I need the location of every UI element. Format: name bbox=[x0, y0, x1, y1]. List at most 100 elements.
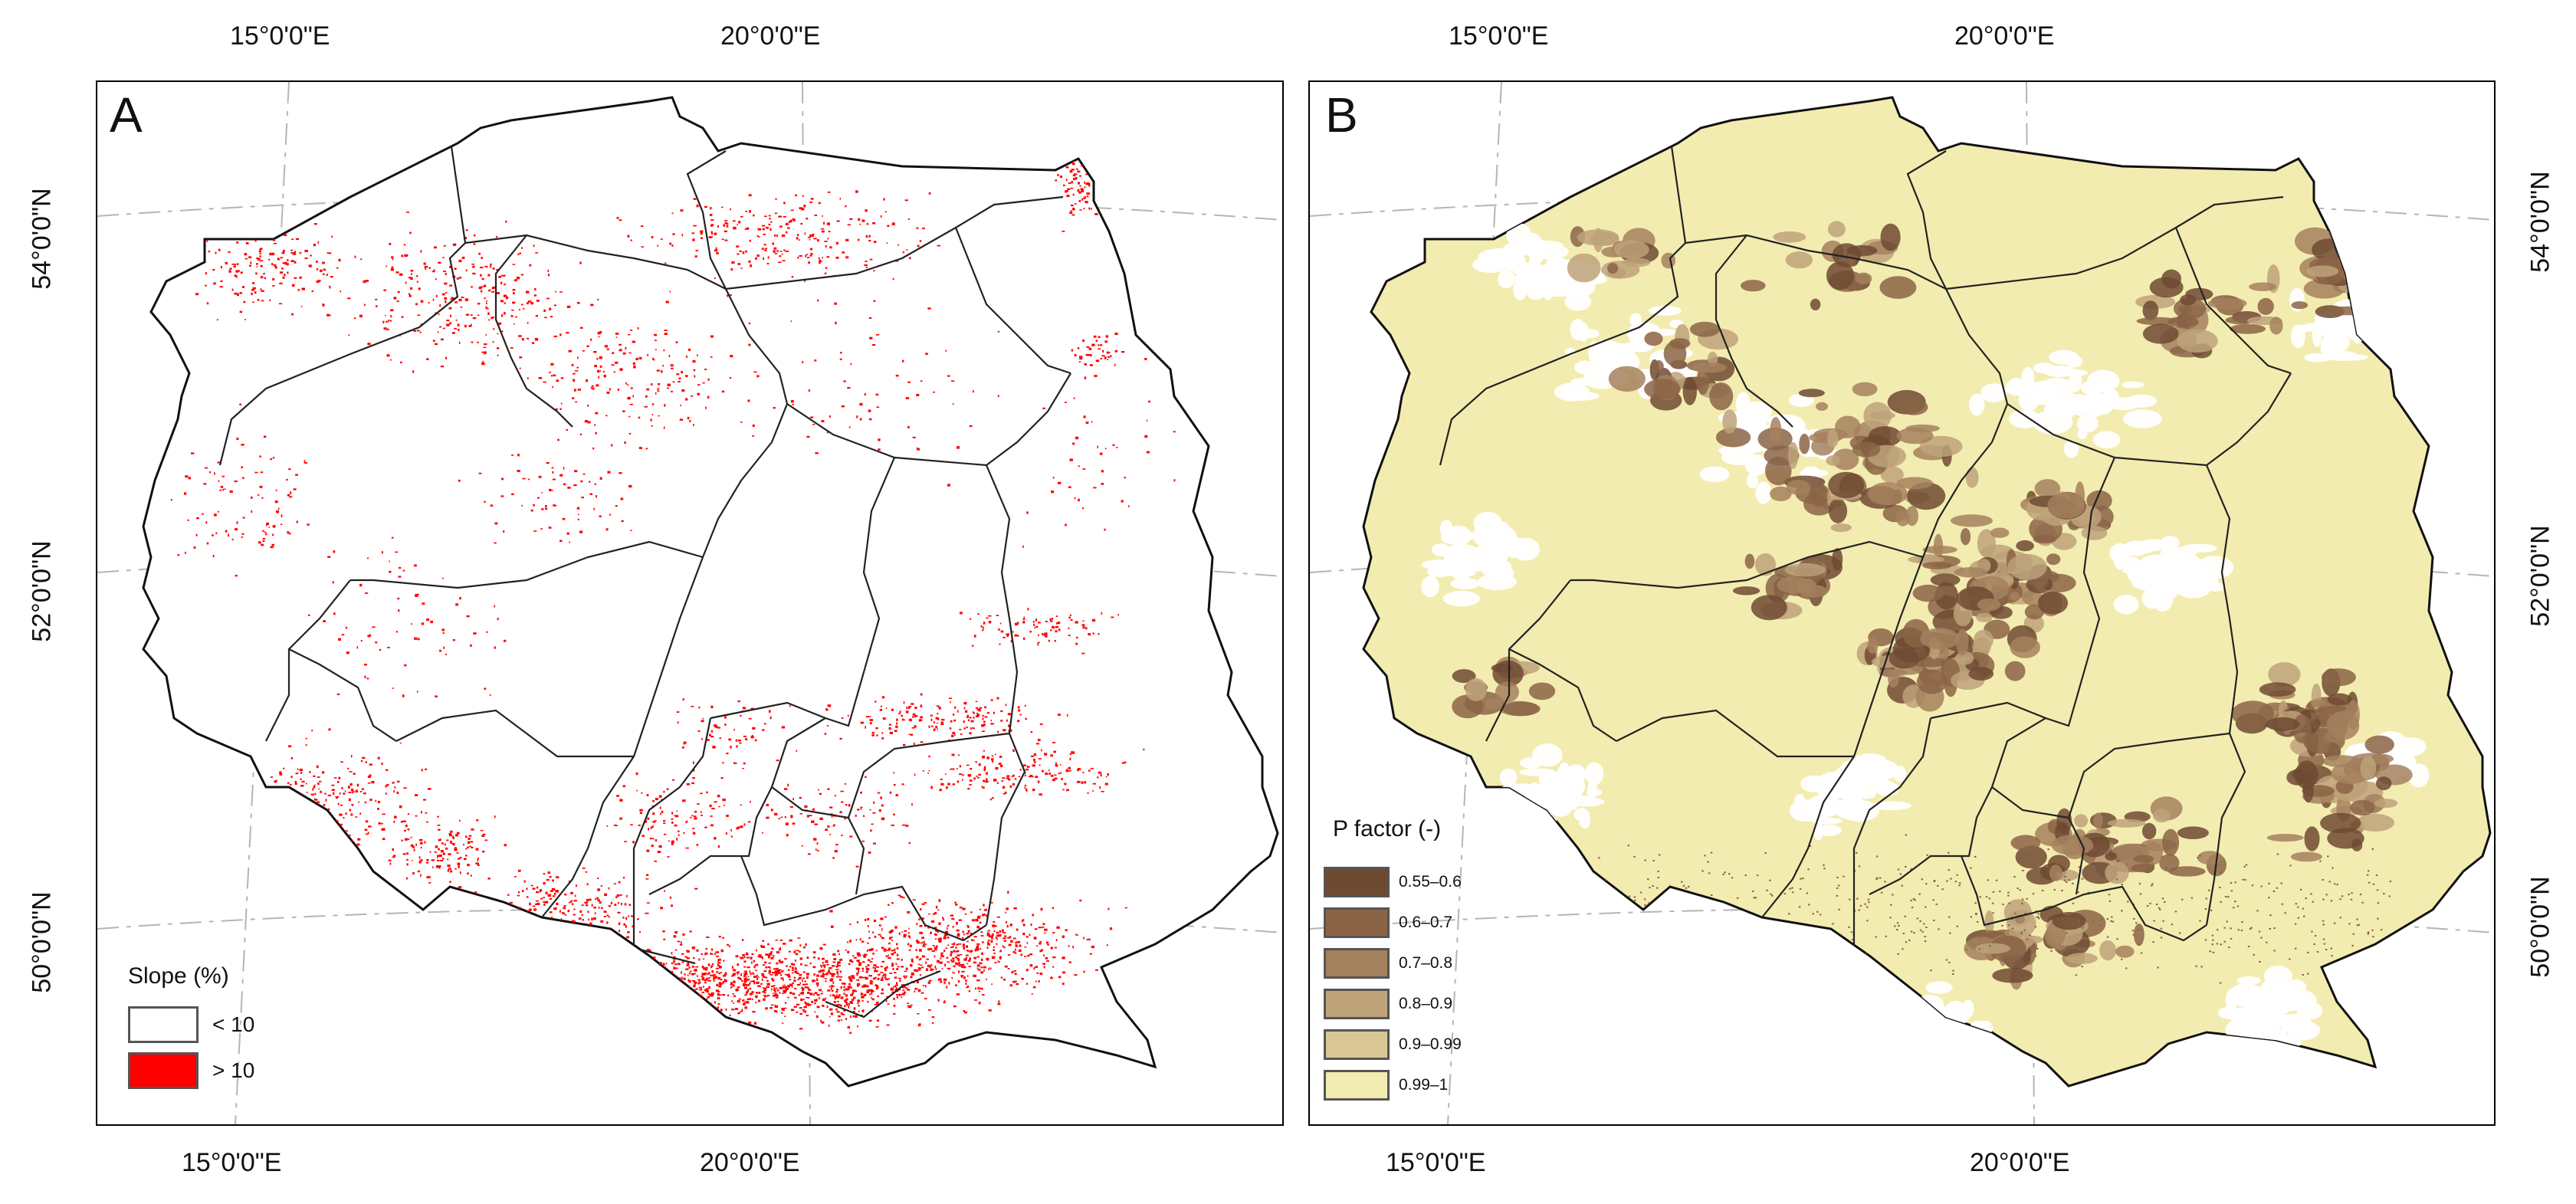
slope-high-pixel bbox=[671, 904, 673, 907]
slope-high-pixel bbox=[864, 264, 868, 267]
slope-high-pixel bbox=[588, 961, 590, 963]
slope-high-pixel bbox=[544, 317, 547, 319]
slope-high-pixel bbox=[452, 835, 454, 838]
slope-high-pixel bbox=[394, 786, 396, 789]
p-factor-patch bbox=[1720, 1012, 1731, 1028]
slope-high-pixel bbox=[850, 1015, 852, 1019]
slope-high-pixel bbox=[953, 719, 957, 722]
slope-high-pixel bbox=[934, 938, 937, 940]
slope-high-pixel bbox=[800, 963, 802, 966]
slope-high-pixel bbox=[783, 202, 786, 205]
slope-high-pixel bbox=[692, 238, 695, 241]
slope-high-pixel bbox=[225, 530, 228, 533]
slope-high-pixel bbox=[704, 1022, 707, 1024]
slope-high-pixel bbox=[259, 455, 261, 458]
slope-high-pixel bbox=[848, 977, 852, 980]
slope-high-pixel bbox=[304, 460, 306, 463]
slope-high-pixel bbox=[730, 983, 733, 986]
slope-high-pixel bbox=[326, 815, 329, 817]
slope-high-pixel bbox=[832, 973, 835, 976]
slope-high-pixel bbox=[606, 825, 609, 827]
slope-high-pixel bbox=[749, 210, 751, 213]
slope-high-pixel bbox=[940, 779, 943, 780]
slope-high-pixel bbox=[710, 966, 712, 969]
slope-high-pixel bbox=[264, 531, 267, 533]
slope-high-pixel bbox=[673, 983, 676, 986]
slope-high-pixel bbox=[1014, 778, 1017, 780]
slope-high-pixel bbox=[1024, 787, 1025, 789]
p-factor-patch bbox=[1926, 1061, 1947, 1071]
slope-high-pixel bbox=[671, 812, 674, 815]
p-factor-patch bbox=[1735, 979, 1754, 999]
slope-high-pixel bbox=[804, 280, 806, 282]
slope-high-pixel bbox=[1105, 335, 1109, 338]
slope-high-pixel bbox=[706, 977, 709, 980]
slope-high-pixel bbox=[1007, 954, 1011, 956]
slope-high-pixel bbox=[345, 849, 348, 851]
p-factor-patch bbox=[1965, 467, 1979, 488]
slope-high-pixel bbox=[659, 806, 661, 809]
p-factor-patch bbox=[1705, 971, 1731, 993]
slope-high-pixel bbox=[333, 612, 336, 615]
slope-high-pixel bbox=[760, 944, 763, 948]
slope-high-pixel bbox=[645, 986, 649, 989]
slope-high-pixel bbox=[744, 1006, 747, 1009]
slope-high-pixel bbox=[591, 930, 592, 933]
slope-high-pixel bbox=[611, 364, 615, 366]
slope-high-pixel bbox=[632, 948, 634, 951]
slope-high-pixel bbox=[1055, 625, 1058, 628]
slope-high-pixel bbox=[857, 999, 861, 1002]
slope-high-pixel bbox=[353, 850, 356, 852]
slope-high-pixel bbox=[351, 755, 353, 758]
slope-high-pixel bbox=[341, 787, 343, 789]
slope-high-pixel bbox=[881, 804, 884, 807]
slope-high-pixel bbox=[763, 249, 767, 251]
slope-high-pixel bbox=[663, 1015, 666, 1017]
slope-high-pixel bbox=[873, 978, 876, 980]
slope-high-pixel bbox=[763, 964, 766, 966]
slope-high-pixel bbox=[492, 317, 494, 319]
slope-high-pixel bbox=[1029, 933, 1031, 936]
slope-high-pixel bbox=[957, 780, 960, 783]
slope-high-pixel bbox=[907, 989, 911, 991]
slope-high-pixel bbox=[663, 349, 665, 352]
slope-high-pixel bbox=[998, 763, 1002, 765]
p-factor-patch bbox=[1891, 989, 1908, 1004]
slope-high-pixel bbox=[1002, 786, 1006, 789]
p-factor-patch bbox=[2217, 1006, 2240, 1019]
slope-high-pixel bbox=[273, 264, 277, 267]
slope-high-pixel bbox=[402, 853, 406, 855]
slope-high-pixel bbox=[527, 478, 530, 481]
slope-high-pixel bbox=[602, 959, 605, 962]
slope-high-pixel bbox=[837, 1003, 841, 1006]
slope-high-pixel bbox=[1061, 777, 1063, 781]
slope-high-pixel bbox=[655, 980, 658, 983]
slope-high-pixel bbox=[666, 998, 670, 1000]
slope-high-pixel bbox=[896, 947, 899, 950]
slope-high-pixel bbox=[1078, 361, 1081, 363]
slope-high-pixel bbox=[950, 914, 954, 917]
slope-high-pixel bbox=[687, 968, 689, 970]
slope-high-pixel bbox=[858, 976, 862, 979]
slope-high-pixel bbox=[980, 935, 984, 937]
slope-high-pixel bbox=[769, 218, 771, 220]
slope-high-pixel bbox=[526, 954, 528, 956]
slope-high-pixel bbox=[260, 471, 264, 474]
slope-high-pixel bbox=[829, 1015, 831, 1018]
slope-high-pixel bbox=[808, 989, 812, 991]
slope-high-pixel bbox=[460, 306, 463, 308]
slope-high-pixel bbox=[325, 819, 327, 822]
slope-high-pixel bbox=[450, 841, 452, 844]
slope-high-pixel bbox=[718, 805, 720, 808]
p-factor-patch bbox=[2010, 592, 2020, 601]
slope-high-pixel bbox=[674, 949, 678, 951]
slope-high-pixel bbox=[943, 934, 947, 938]
slope-high-pixel bbox=[694, 817, 697, 820]
slope-high-pixel bbox=[658, 972, 662, 974]
slope-high-pixel bbox=[880, 705, 882, 707]
slope-high-pixel bbox=[789, 939, 792, 942]
slope-high-pixel bbox=[1033, 761, 1036, 763]
slope-high-pixel bbox=[763, 987, 765, 989]
slope-high-pixel bbox=[976, 713, 978, 714]
slope-high-pixel bbox=[1111, 200, 1114, 202]
